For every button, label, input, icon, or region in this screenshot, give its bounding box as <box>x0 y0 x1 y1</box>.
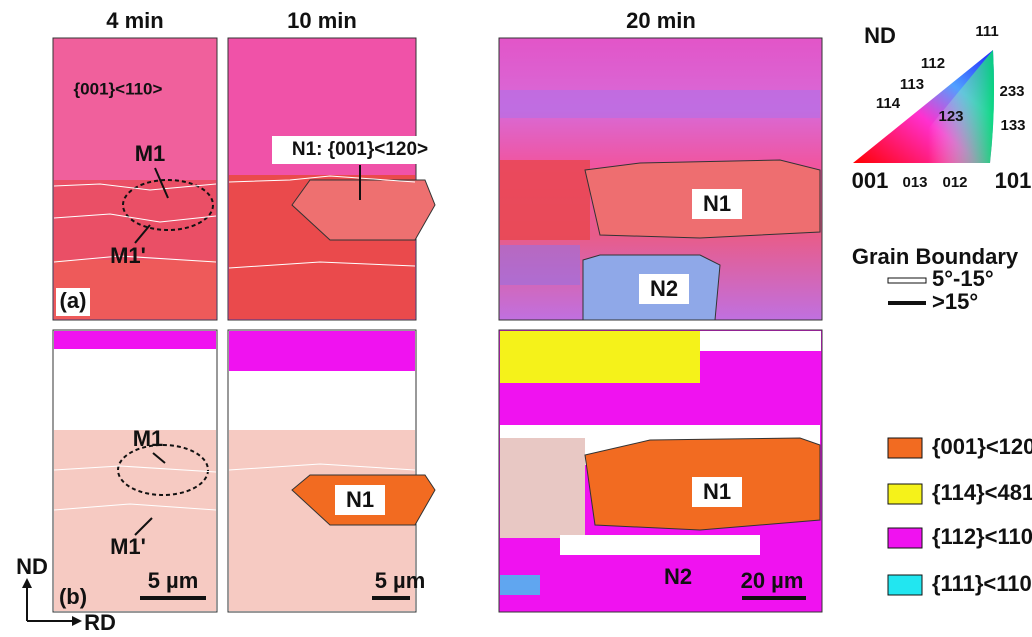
ipf-pole: 133 <box>1000 117 1025 134</box>
scale-bar-label: 5 µm <box>375 568 426 593</box>
ipf-pole: 013 <box>902 174 927 191</box>
ipf-pole: 233 <box>999 83 1024 100</box>
legend-label: {001}<120> <box>932 434 1032 459</box>
gb-item: 5°-15° <box>932 266 994 291</box>
n1-label: N1 <box>703 479 731 504</box>
axis-arrow-head <box>22 578 32 588</box>
legend-swatch <box>888 484 922 504</box>
gb-item: >15° <box>932 289 978 314</box>
n1-label: N1 <box>703 191 731 216</box>
legend-swatch <box>888 528 922 548</box>
panel-label: (b) <box>59 584 87 609</box>
ipf-pole: 112 <box>921 55 945 72</box>
ipf-title: ND <box>864 23 896 48</box>
ipf-pole: 123 <box>938 108 963 125</box>
scale-bar-label: 20 µm <box>741 568 804 593</box>
map-a-10min <box>228 38 435 320</box>
n1-callout: N1: {001}<120> <box>292 139 428 160</box>
legend-label: {112}<110> <box>932 524 1032 549</box>
column-title: 20 min <box>626 8 696 33</box>
m1-label: M1 <box>133 426 164 451</box>
ipf-pole: 012 <box>942 174 967 191</box>
scale-bar-label: 5 µm <box>148 568 199 593</box>
ipf-pole: 101 <box>995 168 1032 193</box>
axis-arrow-head <box>72 616 82 626</box>
legend-swatch <box>888 575 922 595</box>
legend-label: {114}<481> <box>932 480 1032 505</box>
m1-prime-label: M1' <box>110 534 146 559</box>
n2-label: N2 <box>650 276 678 301</box>
column-title: 4 min <box>106 8 163 33</box>
ipf-triangle <box>900 50 994 163</box>
legend-label: {111}<110> <box>932 571 1032 596</box>
m1-prime-label: M1' <box>110 243 146 268</box>
panel-label: (a) <box>60 288 87 313</box>
axis-label: RD <box>84 610 116 635</box>
column-title: 10 min <box>287 8 357 33</box>
texture-legend: {001}<120> {114}<481> {112}<110> {111}<110> <box>888 434 1032 596</box>
ipf-pole: 114 <box>876 95 901 112</box>
gb-low-sample <box>888 278 926 283</box>
legend-swatch <box>888 438 922 458</box>
ipf-pole: 111 <box>975 23 998 40</box>
n1-label: N1 <box>346 487 374 512</box>
axis-label: ND <box>16 554 48 579</box>
ipf-pole: 113 <box>900 76 924 93</box>
texture-label: {001}<110> <box>74 79 163 98</box>
ipf-pole: 001 <box>852 168 889 193</box>
m1-label: M1 <box>135 141 166 166</box>
n2-label: N2 <box>664 564 692 589</box>
figure: 4 min 10 min 20 min {001}<110> M1 M1' N1… <box>0 0 1032 637</box>
